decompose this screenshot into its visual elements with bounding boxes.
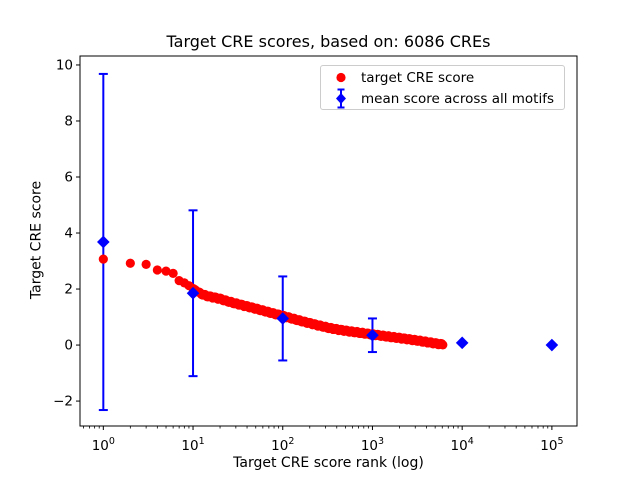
target-score-point (438, 340, 448, 350)
circle-marker-icon (336, 72, 346, 83)
y-tick-label: 0 (64, 338, 73, 354)
legend-item-target-cre-score: target CRE score (321, 67, 564, 88)
target-score-point (168, 268, 178, 278)
y-tick-label: 2 (64, 282, 73, 298)
legend-label-target-cre-score: target CRE score (361, 69, 475, 86)
x-tick-label: 103 (361, 436, 384, 454)
y-tick-labels: −2 0 2 4 6 8 10 (53, 57, 73, 409)
mean-score-diamond (545, 338, 559, 352)
x-tick-label: 102 (271, 436, 294, 454)
y-tick-label: −2 (53, 394, 73, 410)
mean-score-errorbars (98, 72, 377, 412)
mean-score-diamond (97, 235, 110, 249)
x-tick-label: 101 (181, 436, 204, 454)
chart-title: Target CRE scores, based on: 6086 CREs (166, 32, 491, 51)
plot-frame (79, 55, 578, 427)
diamond-errorbar-marker-icon (336, 88, 346, 109)
x-tick-label: 100 (92, 436, 115, 454)
y-axis-label: Target CRE score (28, 180, 45, 300)
y-tick-label: 10 (56, 57, 73, 73)
legend-item-mean-score: mean score across all motifs (321, 88, 564, 109)
target-score-point (141, 259, 151, 269)
y-tick-label: 6 (64, 169, 73, 185)
legend-label-mean-score: mean score across all motifs (361, 90, 555, 107)
target-score-point (98, 254, 108, 264)
mean-score-diamond (276, 312, 290, 325)
target-score-points (98, 254, 448, 350)
x-major-ticks (102, 426, 553, 430)
mean-score-diamond (455, 336, 469, 350)
target-score-point (161, 266, 171, 276)
x-minor-ticks (83, 426, 549, 429)
mean-score-diamond (366, 328, 379, 342)
x-tick-label: 104 (451, 436, 474, 454)
y-ticks (76, 64, 80, 402)
legend: target CRE score mean score across all m… (320, 65, 565, 110)
mean-score-diamonds (97, 235, 559, 352)
x-tick-labels: 100 101 102 103 104 105 (92, 436, 564, 454)
target-score-point (125, 258, 135, 268)
target-score-point (152, 265, 162, 275)
x-axis-label: Target CRE score rank (log) (233, 455, 424, 471)
x-tick-label: 105 (540, 436, 563, 454)
y-tick-label: 4 (64, 226, 73, 242)
y-tick-label: 8 (64, 113, 73, 129)
mean-score-diamond (186, 286, 200, 300)
